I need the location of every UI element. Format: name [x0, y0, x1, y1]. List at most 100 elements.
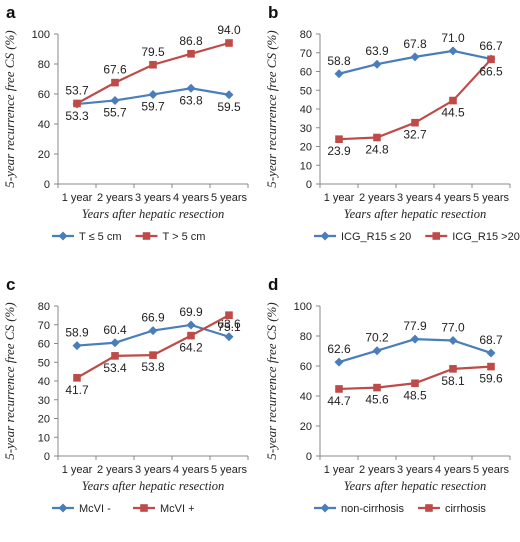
data-point-marker	[111, 352, 119, 360]
x-tick-label: 4 years	[435, 192, 472, 204]
y-tick-label: 80	[300, 331, 312, 343]
data-label: 44.5	[441, 106, 465, 120]
x-axis-title: Years after hepatic resection	[82, 479, 224, 493]
data-label: 53.7	[65, 83, 89, 97]
y-tick-label: 80	[38, 59, 50, 71]
y-tick-label: 100	[32, 29, 50, 41]
series-0: 53.3 55.7 59.7 63.8 59.5	[65, 83, 241, 123]
data-label: 63.9	[365, 44, 389, 58]
data-label: 32.7	[403, 128, 427, 142]
data-point-marker	[373, 133, 381, 142]
data-label: 53.3	[65, 109, 89, 123]
y-tick-label: 70	[300, 48, 312, 60]
data-point-marker	[224, 90, 234, 100]
data-label: 41.7	[65, 383, 89, 397]
data-point-marker	[373, 383, 381, 392]
legend-label: cirrhosis	[445, 503, 486, 515]
series-1: 53.7 67.6 79.5 86.8 94.0	[65, 23, 241, 108]
legend: non-cirrhosis cirrhosis	[314, 503, 486, 515]
series-0: 58.8 63.9 67.8 71.0 66.7	[327, 31, 503, 79]
y-tick-label: 60	[300, 361, 312, 373]
legend-label: ICG_R15 ≤ 20	[341, 231, 411, 243]
data-label: 59.6	[479, 372, 503, 386]
data-point-marker	[335, 135, 343, 143]
series-1: 44.7 45.6 48.5 58.1 59.6	[327, 362, 503, 408]
data-label: 53.4	[103, 361, 127, 375]
data-label: 66.9	[141, 311, 165, 325]
data-point-marker	[372, 59, 382, 69]
y-tick-label: 0	[44, 179, 50, 191]
x-axis-title: Years after hepatic resection	[344, 207, 486, 221]
data-point-marker	[449, 96, 457, 105]
data-point-marker	[225, 311, 233, 319]
y-tick-label: 20	[38, 149, 50, 161]
data-label: 53.8	[141, 360, 165, 374]
x-tick-label: 4 years	[173, 464, 210, 476]
x-tick-label: 2 years	[97, 464, 134, 476]
x-tick-label: 5 years	[211, 464, 248, 476]
x-axis-title: Years after hepatic resection	[82, 207, 224, 221]
legend-label: non-cirrhosis	[341, 503, 404, 515]
y-tick-label: 50	[38, 357, 50, 369]
chart-panel-c: c 5-year recurrence free CS (%) 0 10 20 30 40 5…	[2, 275, 249, 515]
y-tick-label: 20	[300, 142, 312, 154]
x-axis-title: Years after hepatic resection	[344, 479, 486, 493]
legend-marker	[142, 232, 151, 240]
y-axis-label: 5-year recurrence free CS (%)	[2, 30, 17, 187]
data-label: 48.5	[403, 388, 427, 402]
data-label: 58.9	[65, 326, 89, 340]
x-tick-label: 1 year	[324, 464, 355, 476]
data-label: 63.8	[179, 93, 203, 107]
series-1: 23.9 24.8 32.7 44.5 66.5	[327, 55, 503, 158]
y-tick-label: 0	[306, 451, 312, 463]
legend-marker	[320, 231, 330, 241]
y-tick-label: 20	[300, 421, 312, 433]
data-label: 58.1	[441, 374, 465, 388]
data-label: 77.9	[403, 319, 427, 333]
data-point-marker	[148, 89, 158, 99]
y-axis-label: 5-year recurrence free CS (%)	[264, 30, 279, 187]
data-point-marker	[372, 346, 382, 356]
y-tick-label: 40	[38, 119, 50, 131]
chart-panel-d: d 5-year recurrence free CS (%) 0 20 40 60 80 1…	[264, 275, 511, 515]
data-point-marker	[186, 83, 196, 93]
y-tick-label: 60	[38, 339, 50, 351]
y-tick-label: 30	[300, 123, 312, 135]
x-tick-label: 1 year	[62, 464, 93, 476]
data-point-marker	[448, 46, 458, 56]
data-point-marker	[73, 374, 81, 382]
data-point-marker	[448, 336, 458, 345]
y-tick-label: 0	[44, 451, 50, 463]
legend: McVI - McVI +	[52, 503, 195, 515]
data-label: 66.5	[479, 64, 503, 78]
legend-label: McVI -	[79, 503, 111, 515]
data-label: 67.8	[403, 37, 427, 51]
data-point-marker	[72, 341, 82, 351]
data-point-marker	[411, 118, 419, 127]
data-label: 69.9	[179, 305, 203, 319]
data-point-marker	[225, 39, 233, 47]
y-tick-label: 40	[300, 391, 312, 403]
legend-marker	[425, 504, 433, 512]
x-tick-label: 3 years	[397, 464, 434, 476]
data-point-marker	[148, 326, 158, 336]
data-label: 86.8	[179, 34, 203, 48]
x-tick-label: 3 years	[135, 192, 172, 204]
legend-item: non-cirrhosis	[314, 503, 404, 515]
data-point-marker	[187, 331, 195, 340]
y-tick-label: 80	[38, 301, 50, 313]
panel-letter: a	[6, 3, 16, 22]
x-tick-label: 5 years	[211, 192, 248, 204]
data-point-marker	[149, 60, 157, 69]
chart-panel-a: a 5-year recurrence free CS (%) 0 20 40 60 80 1…	[2, 3, 249, 243]
data-label: 44.7	[327, 394, 351, 408]
data-label: 59.7	[141, 99, 165, 113]
y-tick-label: 10	[38, 432, 50, 444]
legend-marker	[58, 231, 68, 241]
data-point-marker	[110, 338, 120, 348]
data-label: 59.5	[217, 100, 241, 114]
legend-item: T > 5 cm	[135, 231, 205, 243]
series-0: 58.9 60.4 66.9 69.9 63.6	[65, 305, 241, 351]
data-label: 94.0	[217, 23, 241, 37]
